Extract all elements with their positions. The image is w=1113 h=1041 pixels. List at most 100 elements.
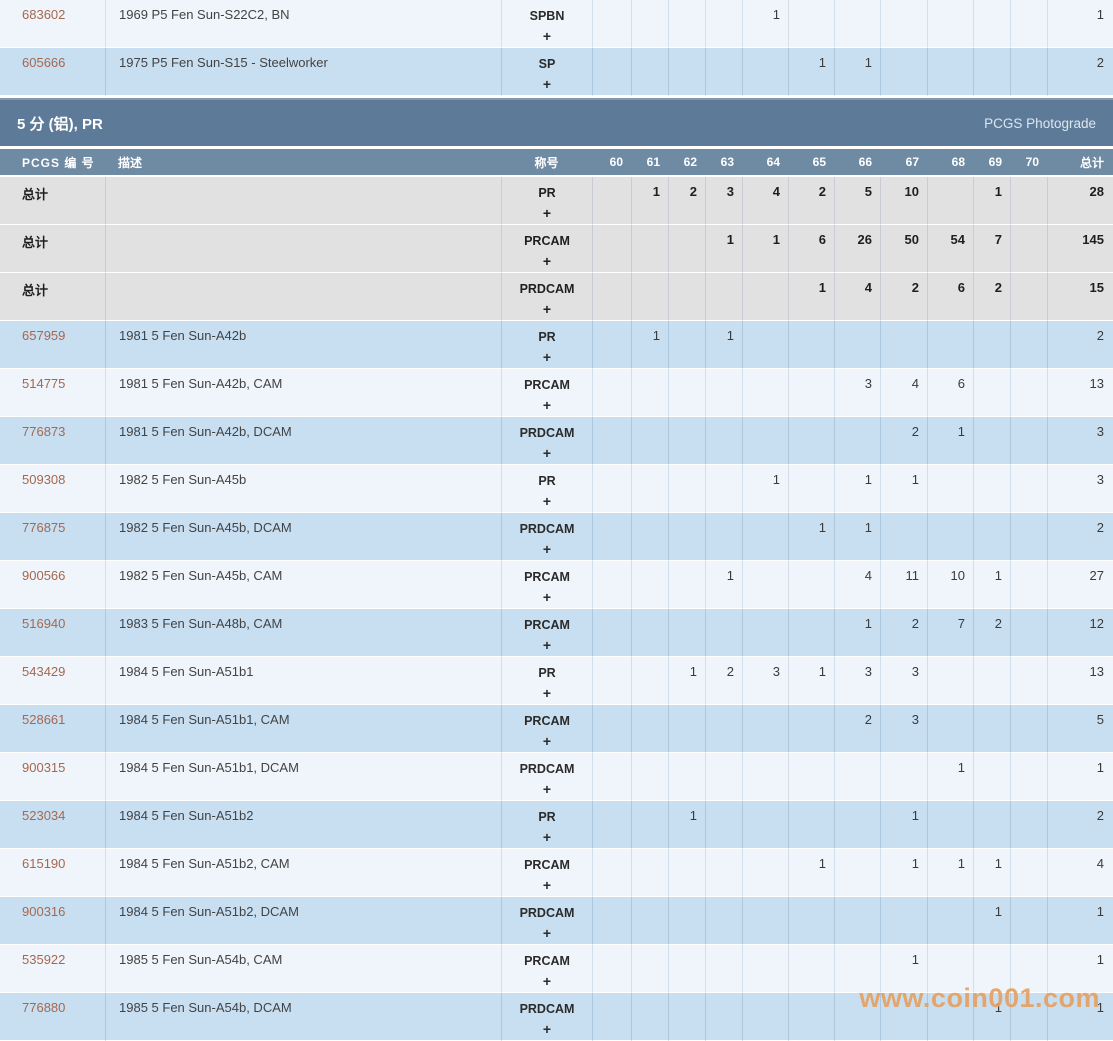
grade-69-count: 2 <box>973 273 1010 321</box>
table-row: 509308 1982 5 Fen Sun-A45b PR +1 1 1 3 <box>0 465 1113 513</box>
grade-62-count <box>668 0 705 48</box>
table-row: 535922 1985 5 Fen Sun-A54b, CAM PRCAM +1 1 <box>0 945 1113 993</box>
grade-63-count <box>705 273 742 321</box>
grade-70-count <box>1010 801 1047 849</box>
pcgs-number-link[interactable]: 605666 <box>22 55 66 70</box>
summary-row: 总计 PRDCAM +1 4 2 6 2 15 <box>0 273 1113 321</box>
row-total-count: 4 <box>1047 849 1113 897</box>
grade-62-count: 1 <box>668 657 705 705</box>
description-cell <box>105 177 501 225</box>
row-total-count: 3 <box>1047 465 1113 513</box>
designation-cell: PRDCAM + <box>501 417 592 465</box>
row-total-count: 28 <box>1047 177 1113 225</box>
grade-66-count <box>834 945 880 993</box>
table-row: 900566 1982 5 Fen Sun-A45b, CAM PRCAM +1 4 11… <box>0 561 1113 609</box>
pcgs-number-link[interactable]: 776875 <box>22 520 66 535</box>
pcgs-number-link[interactable]: 657959 <box>22 328 66 343</box>
grade-67-count <box>880 0 927 48</box>
description-cell: 1969 P5 Fen Sun-S22C2, BN <box>105 0 501 48</box>
grade-69-count <box>973 945 1010 993</box>
grade-61-count <box>631 801 668 849</box>
grade-70-count <box>1010 657 1047 705</box>
grade-67-count: 1 <box>880 465 927 513</box>
pcgs-number-link[interactable]: 776880 <box>22 1000 66 1015</box>
grade-61-count <box>631 48 668 96</box>
grade-60-count <box>592 897 631 945</box>
grade-62-count <box>668 897 705 945</box>
grade-65-count <box>788 609 834 657</box>
pcgs-number-link[interactable]: 535922 <box>22 952 66 967</box>
grade-66-count <box>834 321 880 369</box>
pcgs-number-link[interactable]: 516940 <box>22 616 66 631</box>
grade-66-count: 3 <box>834 369 880 417</box>
grade-62-count <box>668 993 705 1041</box>
grade-64-count <box>742 321 788 369</box>
table-row: 615190 1984 5 Fen Sun-A51b2, CAM PRCAM +1 1 1… <box>0 849 1113 897</box>
column-header-62: 62 <box>668 149 705 177</box>
grade-60-count <box>592 0 631 48</box>
column-header-70: 70 <box>1010 149 1047 177</box>
grade-60-count <box>592 321 631 369</box>
pcgs-number-link[interactable]: 900316 <box>22 904 66 919</box>
grade-69-count <box>973 48 1010 96</box>
pcgs-number-link[interactable]: 683602 <box>22 7 66 22</box>
plus-indicator: + <box>542 829 552 845</box>
designation-label: PR <box>538 186 556 200</box>
pcgs-number-link[interactable]: 615190 <box>22 856 66 871</box>
grade-60-count <box>592 945 631 993</box>
pcgs-number-link[interactable]: 514775 <box>22 376 66 391</box>
column-header-69: 69 <box>973 149 1010 177</box>
grade-65-count <box>788 321 834 369</box>
grade-67-count: 2 <box>880 609 927 657</box>
grade-60-count <box>592 177 631 225</box>
grade-70-count <box>1010 0 1047 48</box>
grade-68-count: 6 <box>927 369 973 417</box>
column-header-67: 67 <box>880 149 927 177</box>
pcgs-number-link[interactable]: 900315 <box>22 760 66 775</box>
grade-63-count: 1 <box>705 321 742 369</box>
grade-60-count <box>592 369 631 417</box>
plus-indicator: + <box>542 253 552 269</box>
description-cell: 1982 5 Fen Sun-A45b, CAM <box>105 561 501 609</box>
photograde-link[interactable]: PCGS Photograde <box>984 115 1096 131</box>
description-cell: 1982 5 Fen Sun-A45b, DCAM <box>105 513 501 561</box>
grade-70-count <box>1010 417 1047 465</box>
grade-66-count: 4 <box>834 273 880 321</box>
pcgs-number-link[interactable]: 523034 <box>22 808 66 823</box>
plus-indicator: + <box>542 349 552 365</box>
grade-65-count <box>788 417 834 465</box>
pcgs-number-link[interactable]: 543429 <box>22 664 66 679</box>
top-table: 683602 1969 P5 Fen Sun-S22C2, BN SPBN +1 1 60… <box>0 0 1113 96</box>
grade-68-count: 7 <box>927 609 973 657</box>
description-cell: 1975 P5 Fen Sun-S15 - Steelworker <box>105 48 501 96</box>
pcgs-number-cell: 535922 <box>0 945 105 993</box>
pcgs-number-link[interactable]: 776873 <box>22 424 66 439</box>
grade-68-count: 1 <box>927 849 973 897</box>
grade-60-count <box>592 513 631 561</box>
grade-65-count <box>788 465 834 513</box>
pcgs-number-cell: 900316 <box>0 897 105 945</box>
grade-61-count: 1 <box>631 177 668 225</box>
grade-62-count <box>668 561 705 609</box>
grade-62-count <box>668 321 705 369</box>
pcgs-number-link[interactable]: 509308 <box>22 472 66 487</box>
grade-68-count <box>927 321 973 369</box>
plus-indicator: + <box>542 541 552 557</box>
pcgs-number-link[interactable]: 900566 <box>22 568 66 583</box>
grade-63-count: 1 <box>705 561 742 609</box>
grade-69-count <box>973 801 1010 849</box>
pcgs-number-link[interactable]: 528661 <box>22 712 66 727</box>
grade-69-count <box>973 417 1010 465</box>
row-total-count: 1 <box>1047 993 1113 1041</box>
plus-indicator: + <box>542 76 552 92</box>
grade-68-count <box>927 657 973 705</box>
grade-65-count <box>788 369 834 417</box>
grade-69-count: 1 <box>973 849 1010 897</box>
pr-table-body: 总计 PR +1 2 3 4 2 5 10 1 28 总计 PRCAM +1 1 6 26 50 54 7 145 总计 P… <box>0 177 1113 1041</box>
designation-cell: PRCAM + <box>501 609 592 657</box>
grade-63-count: 2 <box>705 657 742 705</box>
plus-indicator: + <box>542 733 552 749</box>
plus-indicator: + <box>542 589 552 605</box>
grade-64-count: 1 <box>742 465 788 513</box>
